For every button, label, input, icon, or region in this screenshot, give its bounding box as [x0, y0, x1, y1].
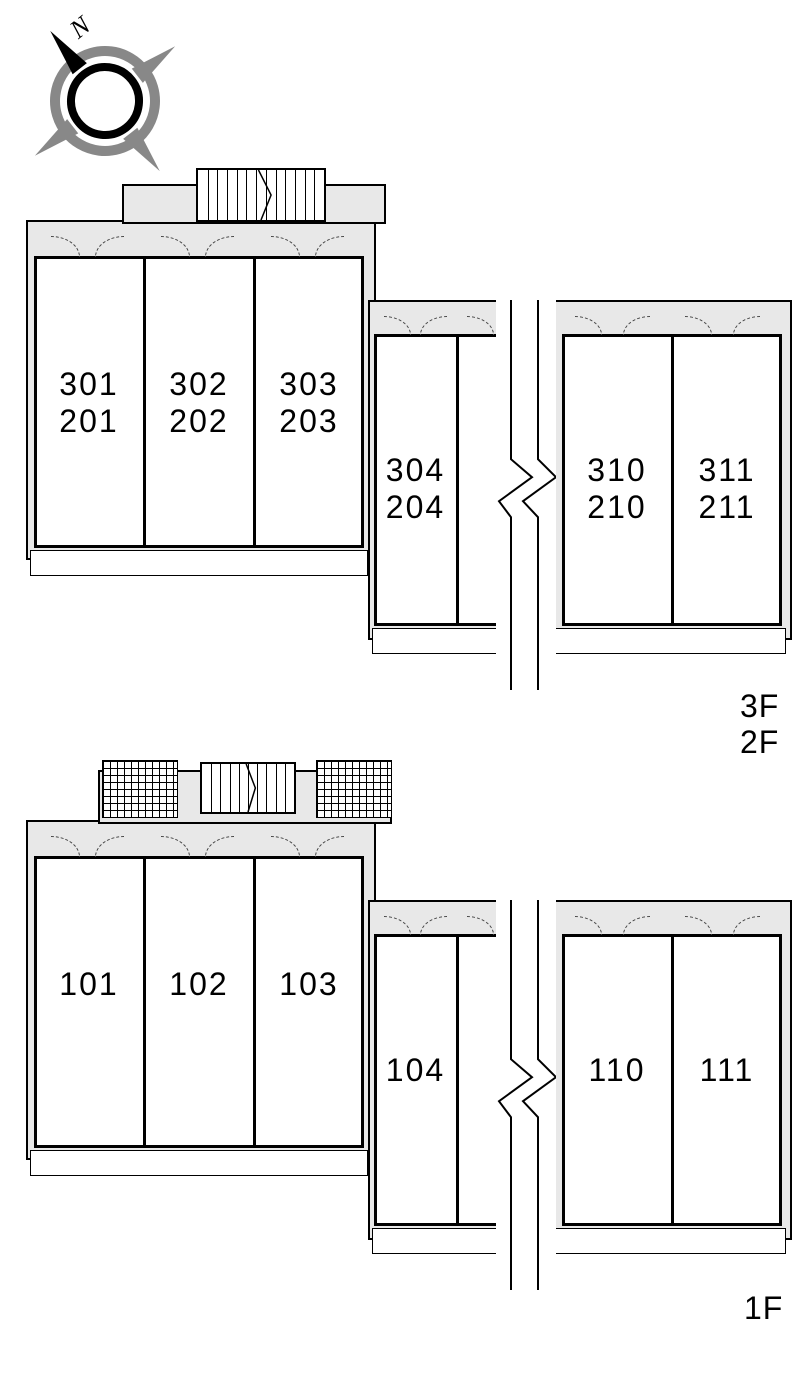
unit-label: 302 202	[157, 366, 241, 440]
balcony-upper-0	[30, 550, 368, 576]
unit-label: 111	[685, 1052, 769, 1089]
unit-label: 110	[575, 1052, 659, 1089]
balcony-lower-1	[372, 1228, 786, 1254]
floor-label-1f: 1F	[744, 1290, 783, 1327]
wall	[253, 256, 256, 548]
break-mark-lower	[496, 900, 556, 1290]
stairs-lower	[200, 762, 296, 814]
compass-icon: N	[10, 6, 190, 186]
svg-text:N: N	[63, 9, 97, 44]
floor-label-2f: 2F	[740, 724, 779, 761]
wall	[143, 256, 146, 548]
unit-label: 311 211	[685, 452, 769, 526]
unit-label: 301 201	[47, 366, 131, 440]
unit-label: 102	[157, 966, 241, 1003]
unit-label: 310 210	[575, 452, 659, 526]
hatch-lower-0	[102, 760, 178, 818]
wall	[671, 334, 674, 626]
unit-label: 101	[47, 966, 131, 1003]
balcony-lower-0	[30, 1150, 368, 1176]
wall	[253, 856, 256, 1148]
wall	[671, 934, 674, 1226]
unit-label: 103	[267, 966, 351, 1003]
stairs-upper	[196, 168, 326, 222]
unit-label: 303 203	[267, 366, 351, 440]
floor-label-3f: 3F	[740, 688, 779, 725]
unit-label: 304 204	[374, 452, 458, 526]
hatch-lower-1	[316, 760, 392, 818]
break-mark-upper	[496, 300, 556, 690]
floorplan-canvas: N 301 201 302 202 303 203 304 204 310 210 311…	[0, 0, 800, 1373]
wall	[143, 856, 146, 1148]
balcony-upper-1	[372, 628, 786, 654]
unit-label: 104	[374, 1052, 458, 1089]
